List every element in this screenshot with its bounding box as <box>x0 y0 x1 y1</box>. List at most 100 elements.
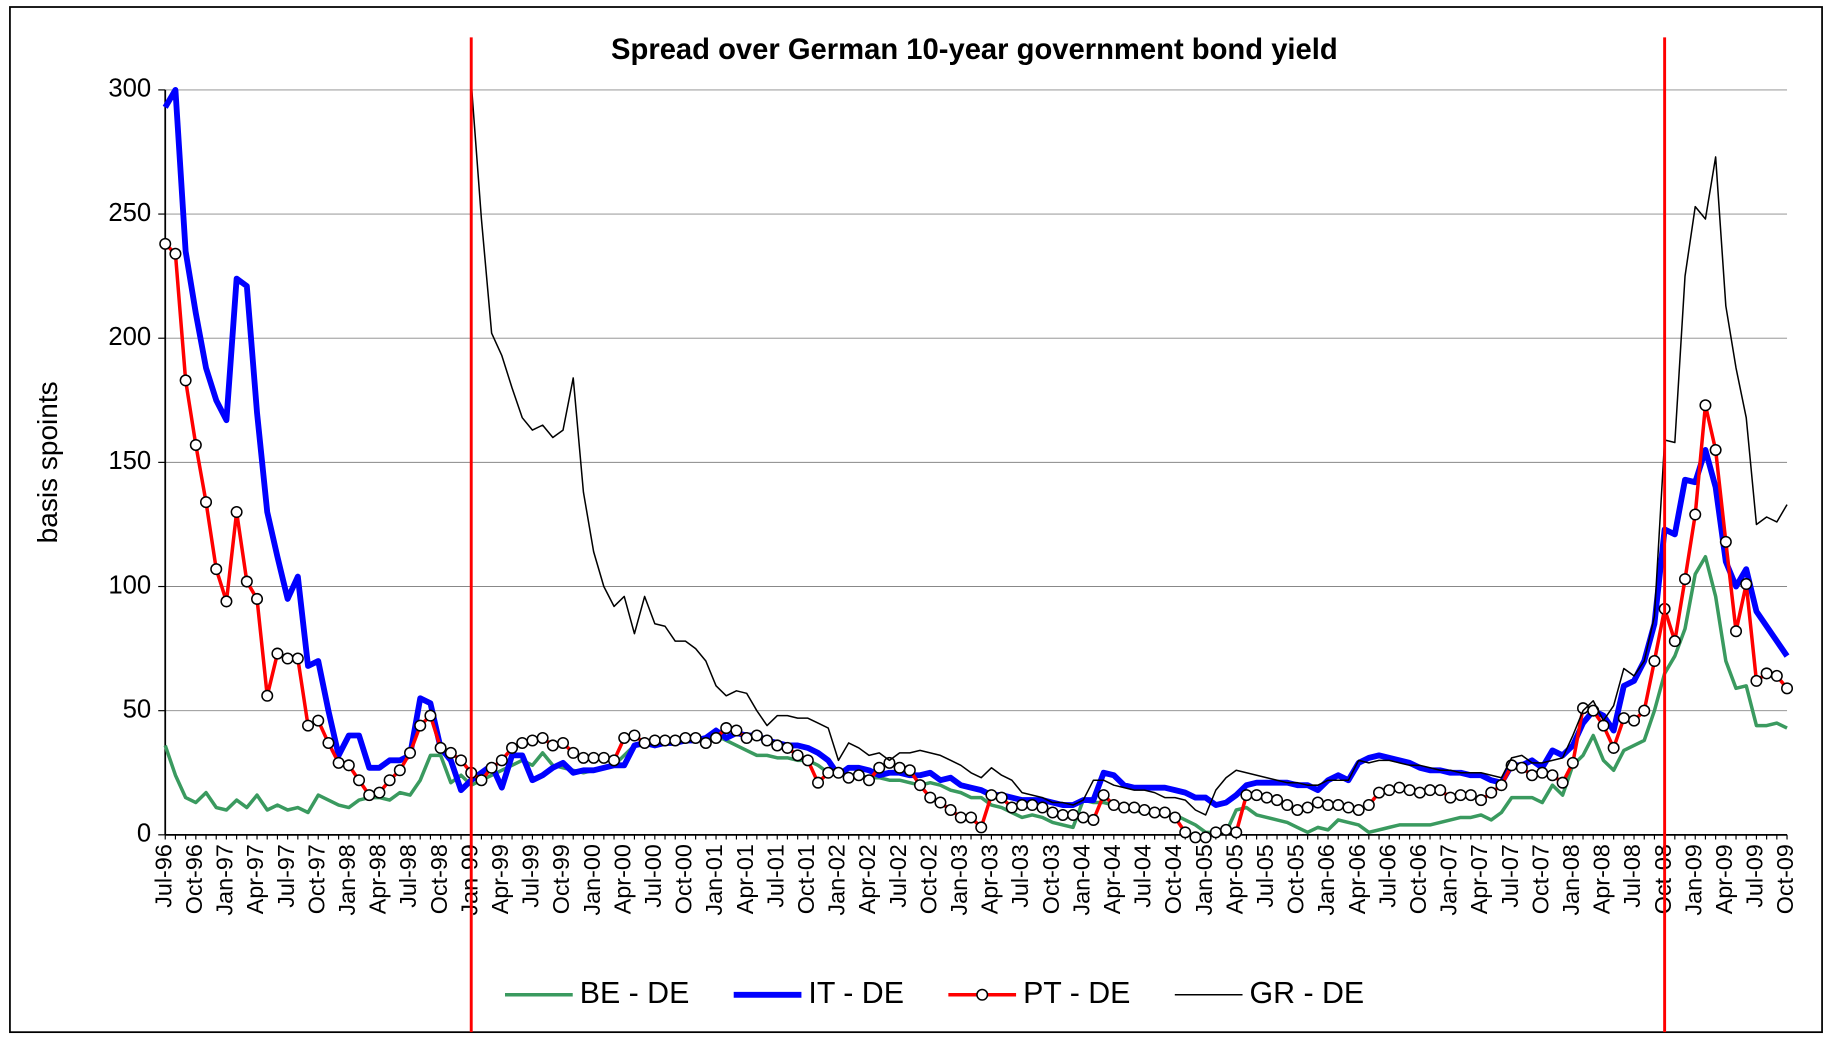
data-point <box>230 506 243 519</box>
legend-label: BE - DE <box>580 977 690 1010</box>
data-point <box>842 771 855 784</box>
data-point <box>679 731 692 745</box>
data-point <box>1087 813 1100 826</box>
data-point <box>1005 801 1018 814</box>
data-point <box>659 734 672 747</box>
data-point <box>628 729 641 742</box>
data-point <box>373 786 386 799</box>
data-point <box>485 761 498 774</box>
data-point <box>954 811 967 824</box>
data-point <box>516 736 529 749</box>
legend-marker <box>976 988 989 1001</box>
data-point <box>1056 808 1069 821</box>
x-tick-label: Jan-01 <box>701 844 727 915</box>
data-point <box>1434 784 1447 797</box>
x-tick-label: Oct-97 <box>303 844 329 914</box>
x-tick-label: Jul-02 <box>885 844 911 908</box>
data-point <box>1026 799 1039 812</box>
x-tick-label: Jul-07 <box>1497 844 1523 908</box>
data-point <box>281 652 294 665</box>
x-tick-label: Jul-08 <box>1619 844 1645 908</box>
y-tick-label: 250 <box>108 199 151 227</box>
data-point <box>506 741 519 754</box>
data-point <box>261 689 274 702</box>
data-point <box>761 734 774 747</box>
data-point <box>1403 784 1416 797</box>
data-point <box>852 769 865 782</box>
data-point <box>608 754 621 767</box>
data-point <box>159 237 172 250</box>
data-point <box>353 774 366 787</box>
data-point <box>444 746 457 759</box>
data-point <box>189 438 202 452</box>
data-point <box>1362 799 1375 812</box>
data-point <box>1301 801 1314 814</box>
x-tick-label: Apr-08 <box>1589 844 1615 914</box>
x-tick-label: Apr-04 <box>1099 844 1125 914</box>
x-tick-label: Apr-00 <box>609 844 635 914</box>
data-point <box>1526 769 1539 782</box>
legend-item: IT - DE <box>733 977 904 1010</box>
data-point <box>1138 803 1151 817</box>
data-point <box>1230 826 1243 839</box>
data-point <box>893 761 906 774</box>
series-line <box>163 554 1788 835</box>
data-point <box>1546 769 1559 782</box>
x-tick-label: Jan-07 <box>1436 844 1462 915</box>
data-point <box>1179 826 1192 839</box>
data-point <box>638 736 651 749</box>
data-point <box>1016 799 1029 812</box>
series-line <box>470 82 1788 816</box>
x-tick-label: Jul-04 <box>1130 844 1156 908</box>
data-point <box>1719 535 1732 548</box>
data-point <box>1036 801 1049 814</box>
data-point <box>587 751 600 764</box>
x-tick-label: Oct-03 <box>1038 844 1064 914</box>
data-point <box>546 739 559 752</box>
legend-label: IT - DE <box>808 977 904 1010</box>
data-point <box>771 739 784 752</box>
data-point <box>200 496 213 509</box>
y-tick-label: 50 <box>123 695 152 723</box>
data-point <box>1679 573 1692 586</box>
data-point <box>251 592 264 605</box>
data-point <box>302 719 315 732</box>
x-tick-label: Jan-02 <box>824 844 850 915</box>
data-point <box>1199 831 1212 844</box>
data-point <box>424 709 437 722</box>
data-point <box>1209 826 1222 839</box>
data-point <box>832 766 845 779</box>
data-point <box>730 724 743 737</box>
data-point <box>1668 635 1681 648</box>
x-tick-label: Apr-03 <box>977 844 1003 914</box>
data-point <box>1352 803 1365 817</box>
data-point <box>1169 811 1182 824</box>
x-tick-label: Jan-04 <box>1068 844 1094 915</box>
data-point <box>1413 786 1426 799</box>
data-point <box>1536 766 1549 779</box>
x-tick-label: Jan-98 <box>334 844 360 915</box>
data-point <box>1770 669 1783 682</box>
data-point <box>567 746 580 759</box>
x-tick-label: Apr-98 <box>365 844 391 914</box>
data-point <box>220 595 233 608</box>
data-point <box>363 789 376 802</box>
x-tick-label: Oct-06 <box>1405 844 1431 914</box>
y-tick-label: 300 <box>108 75 151 103</box>
data-point <box>475 774 488 787</box>
data-point <box>169 247 182 260</box>
data-point <box>1424 784 1437 797</box>
x-tick-label: Jul-05 <box>1252 844 1278 908</box>
data-point <box>975 821 988 834</box>
x-tick-label: Jul-99 <box>518 844 544 908</box>
x-tick-label: Jul-97 <box>273 844 299 908</box>
data-point <box>1311 796 1324 809</box>
x-tick-label: Apr-05 <box>1221 844 1247 914</box>
x-tick-label: Apr-97 <box>242 844 268 914</box>
x-tick-label: Jan-08 <box>1558 844 1584 915</box>
x-tick-label: Apr-07 <box>1466 844 1492 914</box>
legend-label: PT - DE <box>1023 977 1130 1010</box>
data-point <box>1189 831 1202 844</box>
data-point <box>750 729 763 742</box>
